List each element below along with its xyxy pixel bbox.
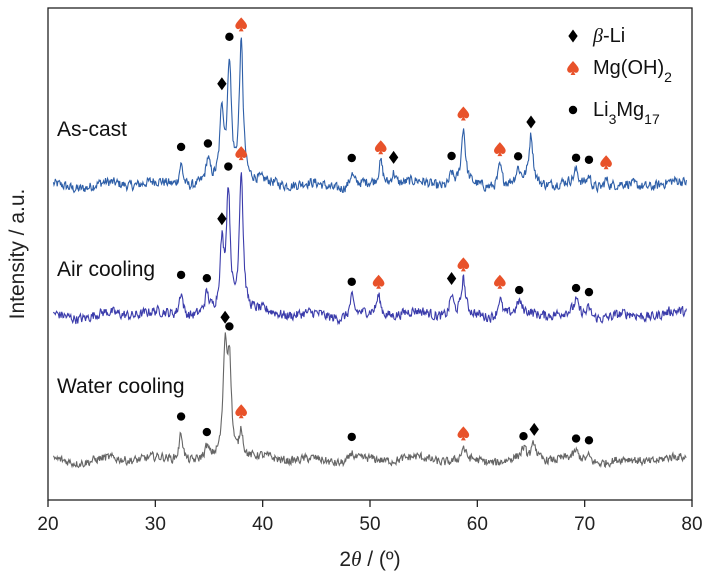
x-axis-title-theta: θ [351,547,361,571]
phase-marker-0-14 [584,155,594,164]
phase-marker-2-10 [584,436,594,445]
phase-marker-0-7 [388,150,399,164]
x-axis-ticks [47,500,693,507]
phase-marker-0-3 [225,32,234,42]
phase-marker-0-13 [571,153,581,162]
phase-marker-2-6 [457,426,470,441]
series-label-as-cast: As-cast [57,118,127,141]
phase-marker-1-12 [584,287,594,297]
legend-li3mg17-mid: Mg [616,99,644,121]
marker-layer [176,17,612,445]
legend-symbol-li3mg17 [568,105,578,115]
legend-symbol-beta_li [568,29,578,43]
legend-mgoh2-pre: Mg(OH) [593,57,664,79]
phase-marker-0-5 [347,153,356,163]
x-tick-label-50: 50 [359,514,380,535]
x-tick-label-60: 60 [467,514,488,535]
phase-marker-2-8 [529,422,539,436]
phase-marker-2-5 [347,432,356,442]
series-line-2 [52,332,687,469]
legend-label-li3mg17: Li3Mg17 [593,99,660,127]
phase-marker-0-6 [374,140,387,155]
phase-marker-2-7 [519,431,528,441]
phase-marker-0-0 [176,142,186,152]
phase-marker-2-1 [202,427,212,437]
legend-li3mg17-pre: Li [593,99,609,121]
legend-mgoh2-sub1: 2 [664,69,672,85]
phase-marker-2-0 [176,412,186,421]
phase-marker-0-1 [203,139,213,148]
legend-label-beta_li: β-Li [592,25,625,47]
phase-marker-0-9 [457,106,470,121]
phase-marker-2-2 [220,310,230,324]
series-line-0 [52,37,687,194]
x-tick-label-80: 80 [681,514,702,535]
plot-frame [47,7,693,501]
phase-marker-1-7 [446,271,457,285]
phase-marker-1-1 [202,273,212,283]
legend-label-mgoh2: Mg(OH)2 [593,57,672,85]
phase-marker-1-0 [176,270,186,280]
series-layer [52,37,687,469]
phase-marker-2-4 [235,404,248,419]
phase-marker-1-11 [571,283,581,293]
series-line-1 [52,172,687,326]
x-axis-title-post: / (º) [361,548,400,571]
phase-marker-0-11 [513,152,523,161]
x-axis-title-pre: 2 [339,548,351,571]
legend-li3mg17-sub2: 17 [644,111,660,127]
series-label-water-cooling: Water cooling [57,375,185,398]
legend-beta_li-italic: β [592,25,603,47]
phase-marker-0-10 [494,142,506,157]
x-axis-title: 2θ / (º) [339,547,400,571]
phase-marker-0-8 [447,151,456,161]
x-tick-label-20: 20 [37,514,58,535]
x-axis-tick-labels: 20 30 40 50 60 70 80 [37,514,702,535]
phase-marker-1-2 [217,212,227,226]
phase-marker-0-2 [217,77,227,91]
phase-marker-1-9 [494,274,506,289]
phase-marker-0-12 [526,115,536,129]
x-tick-label-30: 30 [145,514,166,535]
legend-li3mg17-sub1: 3 [609,111,617,127]
phase-marker-2-3 [225,322,234,331]
legend-symbol-mgoh2 [567,61,579,75]
phase-marker-0-15 [600,155,612,170]
phase-marker-1-6 [372,274,385,289]
series-label-air-cooling: Air cooling [57,258,155,281]
phase-marker-1-3 [224,162,233,171]
y-axis-title: Intensity / a.u. [6,189,29,320]
phase-marker-1-8 [457,257,470,272]
phase-marker-1-5 [347,277,356,286]
phase-marker-1-10 [514,285,524,295]
phase-marker-2-9 [571,434,581,443]
phase-marker-0-4 [235,17,248,32]
x-tick-label-40: 40 [252,514,273,535]
phase-marker-1-4 [235,146,248,161]
x-tick-label-70: 70 [574,514,595,535]
legend-beta_li-post: -Li [603,25,625,47]
